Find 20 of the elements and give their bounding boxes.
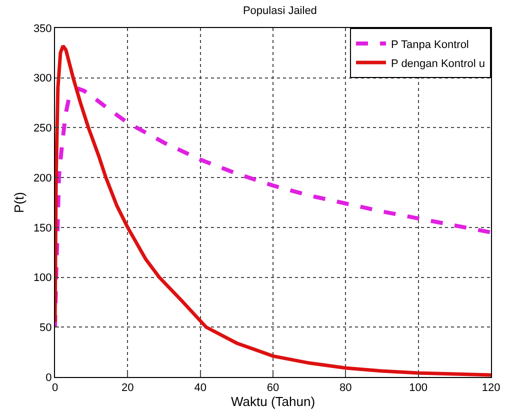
x-tick-label: 100: [409, 382, 428, 394]
y-axis-title: P(t): [11, 192, 26, 213]
y-tick-label: 100: [33, 272, 52, 284]
x-tick-label: 20: [122, 382, 134, 394]
x-axis-title: Waktu (Tahun): [230, 394, 316, 410]
line-series: [55, 86, 491, 330]
chart-title: Populasi Jailed: [242, 4, 317, 17]
y-tick-label: 150: [33, 222, 52, 234]
y-tick-label: 200: [33, 172, 52, 184]
y-tick-label: 300: [33, 72, 52, 85]
x-tick-label: 60: [266, 382, 280, 394]
legend-label: P dengan Kontrol u: [391, 58, 485, 70]
x-tick-label: 80: [340, 382, 352, 394]
x-tick-label: 40: [194, 382, 206, 394]
y-tick-label: 250: [33, 122, 52, 135]
x-tick-label: 120: [482, 382, 500, 394]
legend-label: P Tanpa Kontrol: [391, 38, 469, 51]
y-tick-label: 0: [46, 372, 52, 384]
y-tick-label: 350: [33, 22, 52, 35]
y-tick-label: 50: [40, 322, 52, 334]
